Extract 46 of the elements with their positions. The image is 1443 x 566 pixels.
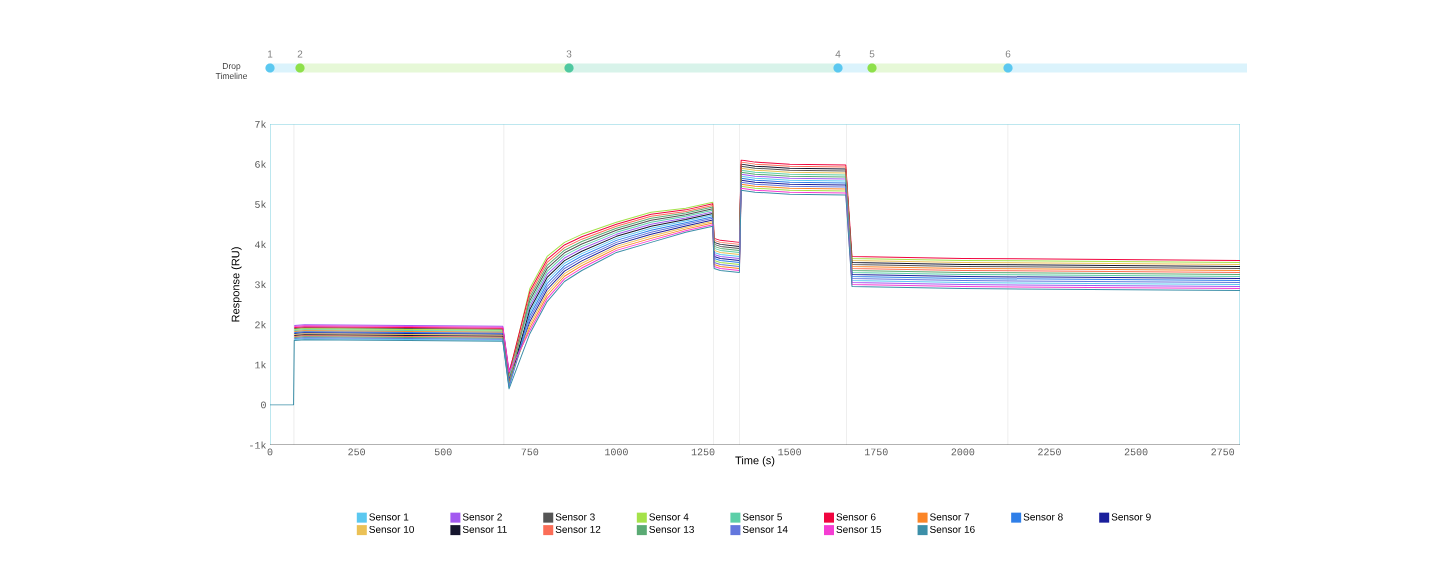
- legend-label: Sensor 15: [836, 525, 882, 533]
- x-axis-title: Time (s): [735, 456, 775, 467]
- legend-label: Sensor 1: [369, 513, 409, 521]
- text: 2: [297, 50, 303, 58]
- text: 5: [869, 50, 875, 58]
- legend-label: Sensor 14: [742, 525, 788, 533]
- y-tick-label: 2k: [255, 321, 266, 329]
- y-tick-label: 3k: [255, 280, 266, 289]
- y-tick-label: 0: [261, 401, 266, 409]
- legend-label: Sensor 8: [1023, 513, 1063, 521]
- x-tick-label: 0: [267, 448, 273, 456]
- legend-label: Sensor 16: [930, 525, 975, 533]
- legend-label: Sensor 13: [649, 525, 694, 533]
- legend-label: Sensor 6: [836, 513, 876, 521]
- x-tick-label: 2250: [1038, 448, 1061, 456]
- x-tick-label: 2500: [1124, 448, 1148, 456]
- legend-label: Sensor 5: [742, 513, 782, 521]
- y-tick-label: 7k: [255, 120, 266, 128]
- x-tick-label: 250: [348, 448, 366, 456]
- legend-label: Sensor 3: [555, 513, 595, 521]
- x-tick-label: 1000: [605, 448, 628, 456]
- legend-label: Sensor 12: [555, 525, 601, 533]
- legend-label: Sensor 7: [930, 513, 970, 521]
- y-tick-label: -1k: [250, 441, 266, 449]
- y-tick-label: 1k: [255, 361, 266, 369]
- x-tick-label: 2000: [951, 448, 975, 456]
- x-tick-label: 1250: [691, 448, 715, 456]
- text: 4: [835, 50, 841, 58]
- legend-label: Sensor 2: [462, 513, 502, 521]
- x-tick-label: 2750: [1211, 448, 1235, 456]
- legend-label: Sensor 10: [369, 525, 414, 533]
- text: 3: [566, 50, 572, 58]
- y-axis-title: Response (RU): [231, 247, 242, 322]
- legend-label: Sensor 9: [1111, 513, 1151, 521]
- text: Drop Timeline: [215, 63, 247, 79]
- y-tick-label: 5k: [255, 200, 266, 208]
- x-tick-label: 1750: [864, 448, 888, 456]
- text: 1: [267, 50, 273, 58]
- y-tick-label: 6k: [255, 160, 266, 168]
- legend-label: Sensor 4: [649, 513, 689, 521]
- y-tick-label: 4k: [254, 240, 266, 248]
- x-tick-label: 500: [434, 448, 452, 456]
- legend-label: Sensor 11: [462, 525, 507, 533]
- x-tick-label: 1500: [778, 448, 802, 456]
- text: 6: [1005, 50, 1011, 58]
- x-tick-label: 750: [521, 448, 539, 456]
